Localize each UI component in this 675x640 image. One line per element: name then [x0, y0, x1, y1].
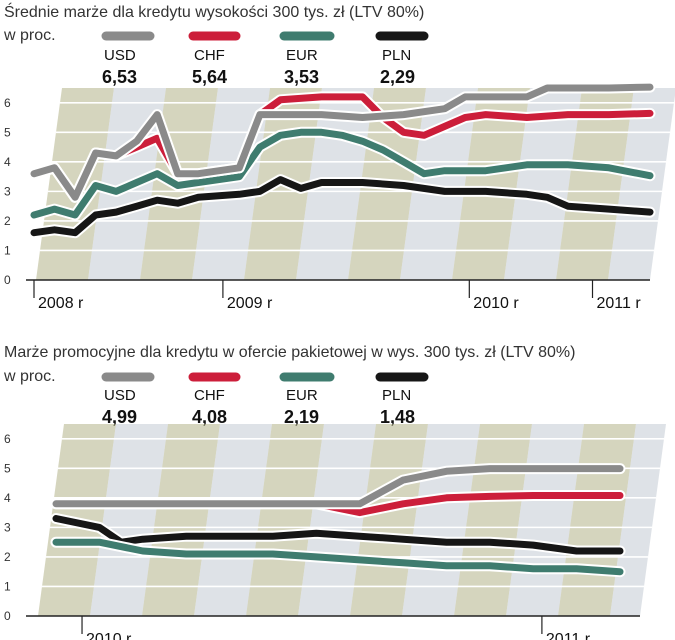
y-tick-label: 3: [4, 184, 11, 198]
chart-title: Średnie marże dla kredytu wysokości 300 …: [4, 2, 424, 21]
legend-value-chf: 4,08: [192, 407, 227, 427]
legend-item-pln: PLN 1,48: [375, 372, 429, 427]
x-tick-label: 2008 r: [38, 295, 84, 312]
y-tick-label: 6: [4, 432, 11, 446]
x-tick-label: 2009 r: [227, 295, 273, 312]
y-tick-label: 2: [4, 550, 11, 564]
series-line-usd: [52, 465, 624, 508]
chart-title: Marże promocyjne dla kredytu w ofercie p…: [4, 344, 575, 361]
series-line-eur: [52, 538, 624, 576]
x-axis: 2010 r 2011 r: [26, 615, 640, 640]
y-axis: 0 1 2 3 4 5 6: [4, 96, 11, 287]
chart-bottom: Marże promocyjne dla kredytu w ofercie p…: [3, 344, 666, 640]
series-line-eur: [30, 128, 654, 219]
x-tick-label: 2010 r: [473, 295, 519, 312]
plot-background: [38, 424, 666, 616]
y-tick-label: 1: [4, 243, 11, 257]
background-band: [608, 88, 675, 280]
y-tick-label: 6: [4, 96, 11, 110]
legend-item-eur: EUR 3,53: [279, 31, 335, 87]
chart-unit: w proc.: [3, 27, 56, 44]
x-tick-label: 2011 r: [546, 631, 591, 640]
chart-top: Średnie marże dla kredytu wysokości 300 …: [3, 2, 675, 312]
series-lines: [50, 463, 626, 578]
y-tick-label: 2: [4, 214, 11, 228]
series-line-pln: [30, 176, 654, 237]
y-tick-label: 0: [4, 609, 11, 623]
y-tick-label: 0: [4, 273, 11, 287]
legend-value-usd: 4,99: [102, 407, 137, 427]
x-axis: 2008 r 2009 r 2010 r 2011 r: [26, 279, 650, 312]
legend-value-pln: 1,48: [380, 407, 415, 427]
x-tick-label: 2011 r: [597, 295, 642, 312]
legend-name-usd: USD: [104, 47, 136, 64]
y-axis: 0 1 2 3 4 5 6: [4, 432, 11, 623]
legend: USD 4,99 CHF 4,08 EUR 2,19 PLN 1,48: [101, 372, 429, 427]
chart-unit: w proc.: [3, 368, 56, 385]
legend-item-pln: PLN 2,29: [375, 31, 429, 87]
y-tick-label: 1: [4, 579, 11, 593]
legend-item-eur: EUR 2,19: [279, 372, 335, 427]
y-tick-label: 4: [4, 491, 11, 505]
legend-name-chf: CHF: [194, 387, 225, 404]
legend-value-usd: 6,53: [102, 67, 137, 87]
y-tick-label: 3: [4, 520, 11, 534]
x-tick-label: 2010 r: [86, 631, 132, 640]
y-tick-label: 4: [4, 155, 11, 169]
legend-item-usd: USD 4,99: [101, 372, 155, 427]
legend-value-chf: 5,64: [192, 67, 227, 87]
legend-value-eur: 3,53: [284, 67, 319, 87]
legend-name-pln: PLN: [382, 387, 411, 404]
y-tick-label: 5: [4, 461, 11, 475]
legend-name-eur: EUR: [286, 387, 318, 404]
legend-value-eur: 2,19: [284, 407, 319, 427]
legend-name-pln: PLN: [382, 47, 411, 64]
legend-item-usd: USD 6,53: [101, 31, 155, 87]
series-line-usd: [30, 83, 654, 201]
legend-item-chf: CHF 4,08: [188, 372, 241, 427]
y-tick-label: 5: [4, 125, 11, 139]
legend-name-chf: CHF: [194, 47, 225, 64]
legend-name-usd: USD: [104, 387, 136, 404]
legend-value-pln: 2,29: [380, 67, 415, 87]
legend-name-eur: EUR: [286, 47, 318, 64]
series-line-pln: [52, 515, 624, 555]
legend-item-chf: CHF 5,64: [188, 31, 241, 87]
legend: USD 6,53 CHF 5,64 EUR 3,53 PLN 2,29: [101, 31, 429, 87]
series-lines: [28, 81, 656, 239]
